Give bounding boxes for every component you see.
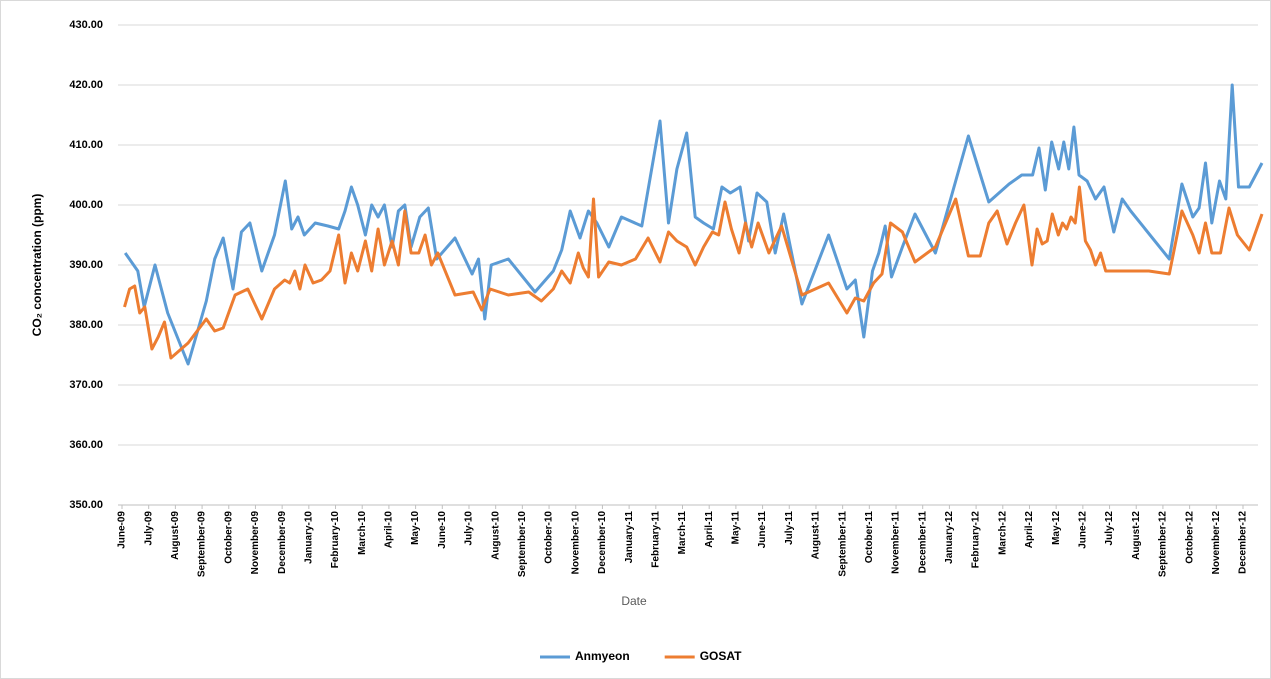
x-tick-label: October-12 xyxy=(1184,511,1195,564)
x-tick-label: May-10 xyxy=(410,511,421,545)
x-tick-label: January-10 xyxy=(303,511,314,564)
x-tick-label: August-11 xyxy=(811,511,822,560)
x-tick-label: June-09 xyxy=(117,511,128,549)
x-tick-label: July-09 xyxy=(143,511,154,546)
x-tick-label: March-11 xyxy=(677,511,688,555)
x-tick-label: July-10 xyxy=(464,511,475,546)
x-tick-label: February-10 xyxy=(330,511,341,569)
x-tick-label: July-12 xyxy=(1104,511,1115,546)
x-tick-label: September-09 xyxy=(197,511,208,578)
x-tick-label: April-12 xyxy=(1024,511,1035,549)
x-tick-label: September-10 xyxy=(517,511,528,578)
series-line xyxy=(123,83,1264,366)
y-axis-title: CO₂ concentration (ppm) xyxy=(30,194,44,337)
y-tick-label: 410.00 xyxy=(69,139,103,151)
x-tick-label: November-11 xyxy=(891,511,902,574)
x-tick-label: January-11 xyxy=(624,511,635,564)
x-tick-label: August-10 xyxy=(490,511,501,560)
x-tick-label: December-09 xyxy=(277,511,288,574)
x-tick-label: December-10 xyxy=(597,511,608,574)
x-tick-label: December-11 xyxy=(917,511,928,574)
y-tick-label: 390.00 xyxy=(69,259,103,271)
series-line xyxy=(123,185,1264,360)
legend-label: GOSAT xyxy=(700,649,742,663)
x-tick-label: October-10 xyxy=(544,511,555,564)
y-tick-label: 430.00 xyxy=(69,19,103,31)
y-tick-label: 400.00 xyxy=(69,199,103,211)
x-tick-label: November-12 xyxy=(1211,511,1222,575)
x-tick-label: October-11 xyxy=(864,511,875,564)
y-tick-label: 370.00 xyxy=(69,379,103,391)
x-tick-label: November-10 xyxy=(570,511,581,575)
x-tick-label: August-12 xyxy=(1131,511,1142,560)
y-tick-label: 360.00 xyxy=(69,439,103,451)
x-tick-label: June-10 xyxy=(437,511,448,549)
x-tick-label: September-12 xyxy=(1158,511,1169,578)
x-tick-label: April-10 xyxy=(384,511,395,549)
x-tick-label: January-12 xyxy=(944,511,955,564)
y-tick-label: 350.00 xyxy=(69,499,103,511)
legend-label: Anmyeon xyxy=(575,649,630,663)
x-tick-label: February-11 xyxy=(650,511,661,568)
x-tick-label: April-11 xyxy=(704,511,715,548)
x-tick-label: June-11 xyxy=(757,511,768,549)
x-axis-title: Date xyxy=(621,594,647,608)
x-tick-label: October-09 xyxy=(223,511,234,564)
x-tick-label: June-12 xyxy=(1077,511,1088,549)
x-tick-label: March-10 xyxy=(357,511,368,555)
x-tick-label: August-09 xyxy=(170,511,181,560)
x-tick-label: July-11 xyxy=(784,511,795,545)
y-tick-label: 380.00 xyxy=(69,319,103,331)
x-tick-label: May-12 xyxy=(1051,511,1062,545)
x-tick-label: September-11 xyxy=(837,511,848,577)
x-tick-label: February-12 xyxy=(971,511,982,569)
x-tick-label: November-09 xyxy=(250,511,261,575)
x-tick-label: March-12 xyxy=(997,511,1008,555)
y-tick-label: 420.00 xyxy=(69,79,103,91)
x-tick-label: May-11 xyxy=(731,511,742,545)
x-tick-label: December-12 xyxy=(1238,511,1249,574)
